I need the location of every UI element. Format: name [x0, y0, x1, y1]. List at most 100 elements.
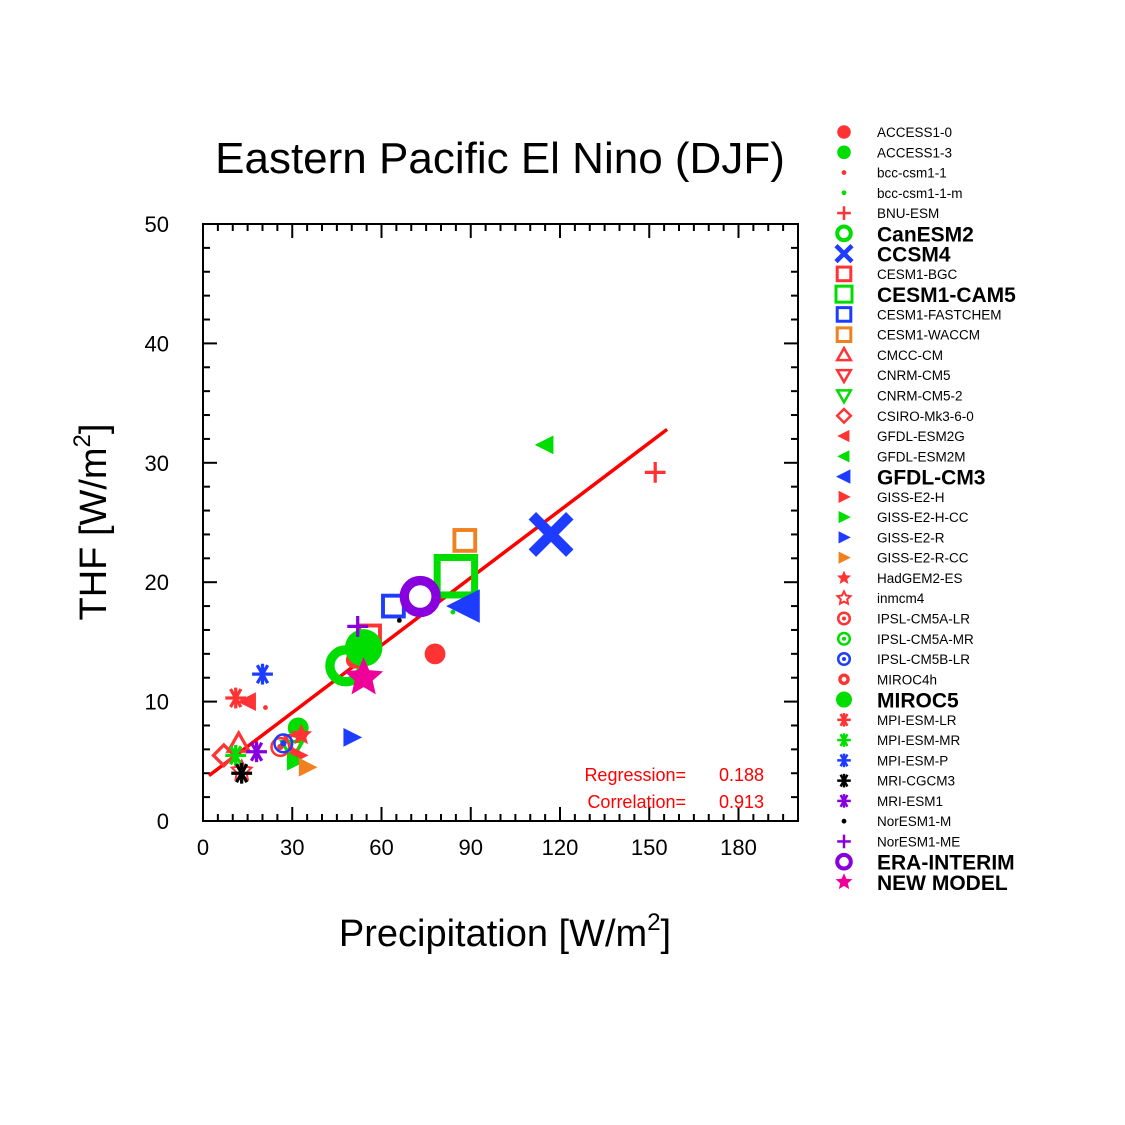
data-markers	[211, 435, 666, 784]
data-point	[246, 741, 267, 763]
data-point	[343, 728, 363, 747]
legend-item-label: MIROC4h	[877, 672, 937, 687]
legend-marker	[837, 773, 851, 788]
legend-marker	[841, 170, 847, 175]
legend-item-label: bcc-csm1-1-m	[877, 186, 963, 201]
data-point	[344, 657, 384, 695]
data-point	[452, 528, 478, 553]
legend-marker	[837, 733, 851, 747]
legend-marker	[838, 551, 851, 564]
data-point	[424, 643, 446, 665]
correlation-label: Correlation=	[587, 792, 686, 812]
legend-item-label: MPI-ESM-MR	[877, 733, 960, 748]
legend-item-label: ERA-INTERIM	[877, 852, 1015, 875]
legend-marker	[837, 125, 851, 139]
data-point	[399, 575, 441, 618]
data-point	[225, 687, 247, 709]
legend-item-label: GFDL-ESM2M	[877, 449, 966, 464]
legend-item-label: CESM1-BGC	[877, 267, 958, 282]
legend-item-label: MPI-ESM-LR	[877, 713, 957, 728]
legend-marker	[836, 631, 852, 646]
legend-item-label: GISS-E2-R-CC	[877, 551, 969, 566]
legend-item-label: CNRM-CM5	[877, 368, 951, 383]
chart-title: Eastern Pacific El Nino (DJF)	[215, 134, 785, 183]
data-point	[237, 692, 256, 711]
legend-marker	[837, 713, 851, 727]
legend-marker	[837, 145, 851, 160]
legend-marker	[835, 407, 853, 425]
legend-marker	[834, 284, 854, 304]
legend-marker	[838, 490, 851, 503]
legend: ACCESS1-0 ACCESS1-3 bcc-csm1-1 bcc-csm1-1-m…	[834, 125, 1016, 895]
x-tick-label: 90	[459, 835, 483, 860]
legend-marker	[837, 834, 851, 849]
y-tick-label: 50	[145, 212, 169, 237]
legend-marker	[838, 511, 851, 524]
regression-label: Regression=	[584, 765, 686, 785]
legend-item-label: NorESM1-M	[877, 814, 951, 829]
data-point	[298, 757, 318, 777]
legend-marker	[836, 469, 851, 484]
legend-item-label: BNU-ESM	[877, 206, 939, 221]
data-point	[450, 609, 456, 615]
legend-marker	[837, 753, 851, 768]
legend-item-label: NEW MODEL	[877, 872, 1008, 895]
legend-marker	[835, 589, 853, 606]
legend-item-label: CSIRO-Mk3-6-0	[877, 409, 974, 424]
x-tick-labels: 0 30 60 90 120 150 180	[197, 835, 757, 860]
legend-item-label: CanESM2	[877, 223, 974, 246]
legend-item-label: IPSL-CM5A-LR	[877, 611, 970, 626]
legend-marker	[837, 794, 851, 808]
legend-item-label: IPSL-CM5B-LR	[877, 652, 970, 667]
x-tick-label: 0	[197, 835, 209, 860]
legend-item-label: GISS-E2-H-CC	[877, 510, 969, 525]
legend-item-label: HadGEM2-ES	[877, 571, 963, 586]
legend-item-label: NorESM1-ME	[877, 834, 960, 849]
legend-item-label: inmcm4	[877, 591, 925, 606]
legend-marker	[836, 570, 852, 584]
data-point	[225, 744, 247, 766]
x-axis-label: Precipitation [W/m2]	[339, 909, 671, 955]
data-point	[263, 705, 268, 710]
legend-marker	[835, 873, 853, 890]
legend-marker	[838, 531, 851, 544]
data-point	[396, 618, 402, 623]
legend-item-label: MPI-ESM-P	[877, 753, 948, 768]
legend-marker	[835, 368, 853, 385]
correlation-value: 0.913	[719, 792, 764, 812]
legend-item-label: GFDL-CM3	[877, 467, 986, 490]
legend-item-label: CCSM4	[877, 244, 951, 267]
legend-marker	[841, 818, 847, 824]
y-tick-label: 30	[145, 451, 169, 476]
legend-marker	[835, 306, 853, 323]
legend-marker	[837, 450, 850, 463]
legend-item-label: GISS-E2-R	[877, 530, 945, 545]
legend-item-label: GFDL-ESM2G	[877, 429, 965, 444]
data-point	[286, 751, 306, 771]
legend-item-label: CESM1-WACCM	[877, 328, 980, 343]
legend-item-label: CNRM-CM5-2	[877, 389, 963, 404]
legend-marker	[835, 852, 853, 871]
y-tick-label: 20	[145, 570, 169, 595]
y-tick-labels: 0 10 20 30 40 50	[145, 212, 169, 834]
legend-marker	[835, 345, 853, 362]
legend-item-label: IPSL-CM5A-MR	[877, 632, 974, 647]
legend-marker	[835, 389, 853, 405]
legend-marker	[835, 265, 853, 283]
legend-marker	[836, 651, 852, 667]
data-point	[534, 435, 554, 455]
legend-item-label: MRI-CGCM3	[877, 774, 955, 789]
data-point	[433, 554, 479, 599]
y-tick-label: 0	[157, 809, 169, 834]
y-axis-label: THF [W/m2]	[69, 424, 115, 621]
legend-marker	[835, 224, 853, 243]
legend-marker	[834, 244, 854, 264]
y-tick-label: 40	[145, 331, 169, 356]
x-tick-label: 30	[280, 835, 304, 860]
data-point	[446, 589, 480, 623]
stats-box: Regression= 0.188 Correlation= 0.913	[584, 765, 764, 812]
legend-marker	[838, 673, 850, 686]
legend-item-label: ACCESS1-0	[877, 125, 952, 140]
regression-value: 0.188	[719, 765, 764, 785]
